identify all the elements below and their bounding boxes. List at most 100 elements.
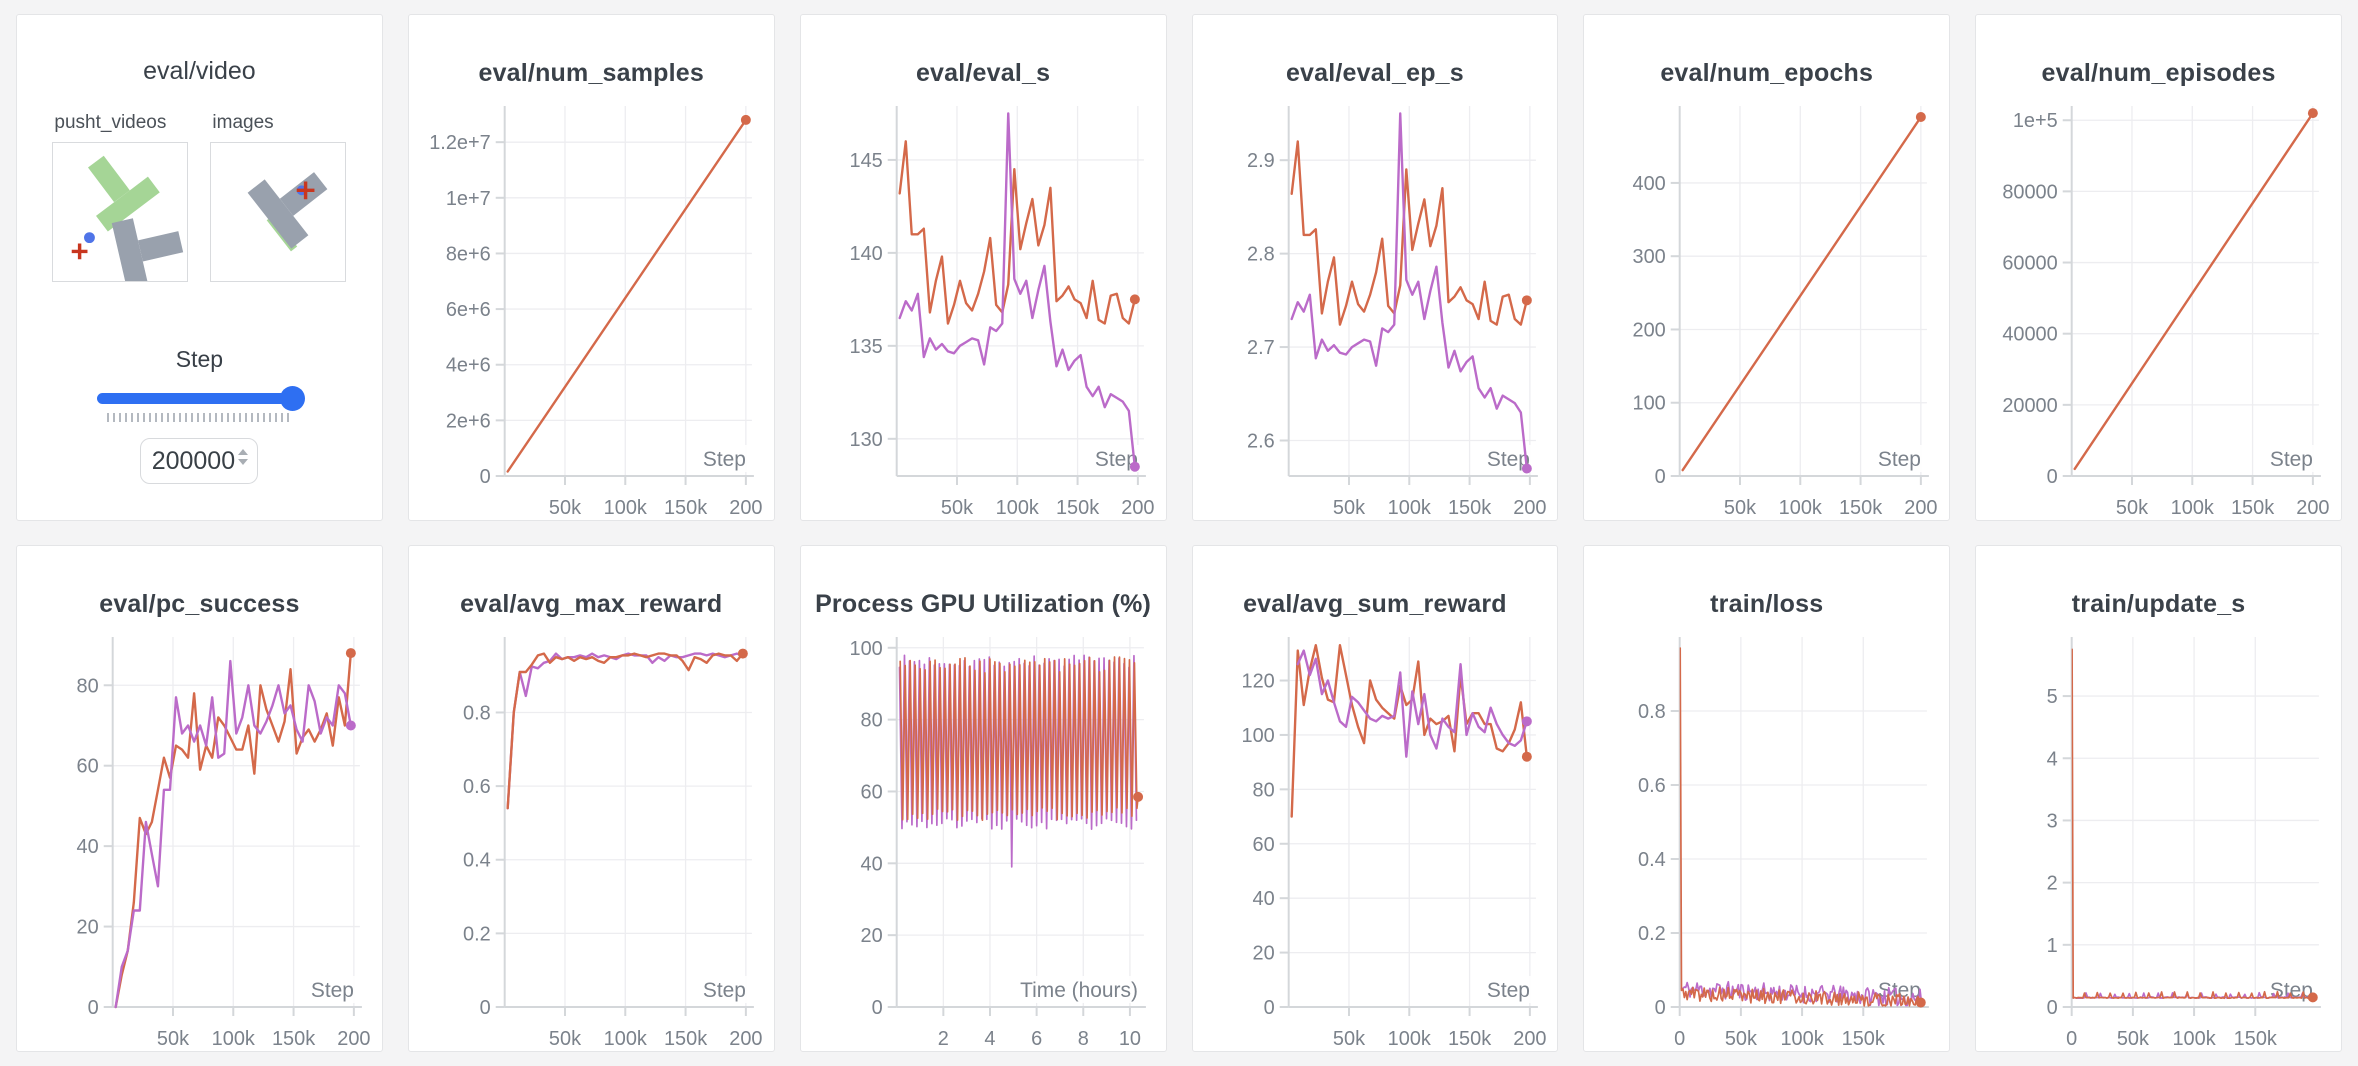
video-frame[interactable] — [52, 142, 189, 289]
svg-text:200: 200 — [1513, 1028, 1546, 1050]
svg-text:0.2: 0.2 — [463, 923, 491, 945]
svg-text:50k: 50k — [1724, 497, 1756, 519]
svg-text:150k: 150k — [664, 497, 707, 519]
step-slider[interactable] — [97, 385, 306, 411]
svg-text:3: 3 — [2047, 810, 2058, 832]
chart-plot-eval-num-episodes[interactable]: 0 20000 40000 60000 80000 1e+5 50k 100k 150k 200 S… — [1976, 92, 2341, 521]
svg-text:60: 60 — [1252, 834, 1274, 856]
media-thumb-pusht-videos[interactable]: pusht_videos — [52, 112, 189, 289]
svg-text:0.6: 0.6 — [463, 776, 491, 798]
chart-plot-process-gpu-utilization[interactable]: 0 20 40 60 80 100 2 4 6 8 10 Time (hours) — [801, 623, 1166, 1052]
stepper-up-icon[interactable] — [238, 449, 249, 455]
svg-text:130: 130 — [849, 429, 882, 451]
media-thumb-images[interactable]: images — [210, 112, 347, 282]
chart-title: eval/eval_s — [915, 59, 1051, 87]
svg-text:60000: 60000 — [2002, 253, 2057, 275]
svg-text:200: 200 — [2296, 497, 2329, 519]
svg-text:0: 0 — [2066, 1028, 2077, 1050]
svg-text:4: 4 — [984, 1028, 995, 1050]
svg-text:120: 120 — [1241, 671, 1274, 693]
svg-text:135: 135 — [849, 336, 882, 358]
panel-eval-avg-max-reward[interactable]: eval/avg_max_reward 0 0.2 0.4 0.6 0.8 50k 100k… — [407, 545, 775, 1052]
slider-track[interactable] — [97, 393, 300, 404]
svg-text:40: 40 — [860, 853, 882, 875]
panel-process-gpu-utilization[interactable]: Process GPU Utilization (%) 0 20 40 60 80 100… — [799, 545, 1167, 1052]
svg-text:50k: 50k — [2116, 497, 2148, 519]
panel-eval-num-samples[interactable]: eval/num_samples 0 2e+6 4e+6 6e+6 8e+6 1e+7 1.… — [407, 14, 775, 521]
panel-eval-avg-sum-reward[interactable]: eval/avg_sum_reward 0 20 40 60 80 100 120 50k 10… — [1191, 545, 1559, 1052]
panel-eval-num-epochs[interactable]: eval/num_epochs 0 100 200 300 400 50k 100k 150k… — [1583, 14, 1951, 521]
svg-text:400: 400 — [1633, 173, 1666, 195]
svg-text:1.2e+7: 1.2e+7 — [429, 132, 490, 154]
step-value-input[interactable]: 200000 — [140, 438, 259, 484]
panel-eval-pc-success[interactable]: eval/pc_success 0 20 40 60 80 50k 100k 150k 200 S… — [16, 545, 383, 1052]
svg-text:Step: Step — [1486, 979, 1529, 1002]
svg-text:6: 6 — [1031, 1028, 1042, 1050]
svg-text:40: 40 — [77, 836, 99, 858]
media-label: images — [212, 112, 274, 133]
chart-plot-eval-eval-ep-s[interactable]: 2.6 2.7 2.8 2.9 50k 100k 150k 200 Step — [1193, 92, 1558, 521]
svg-text:100k: 100k — [1387, 1028, 1430, 1050]
svg-text:Time (hours): Time (hours) — [1020, 979, 1138, 1002]
svg-text:140: 140 — [849, 243, 882, 265]
images-frame-art — [248, 172, 328, 252]
svg-text:150k: 150k — [664, 1028, 707, 1050]
svg-text:8: 8 — [1077, 1028, 1088, 1050]
svg-text:150k: 150k — [1056, 497, 1099, 519]
chart-title: eval/num_epochs — [1660, 59, 1874, 87]
panel-train-loss[interactable]: train/loss 0 0.2 0.4 0.6 0.8 0 50k 100k 150k Step — [1583, 545, 1951, 1052]
svg-text:200: 200 — [729, 1028, 762, 1050]
slider-ruler-ticks — [107, 413, 292, 422]
chart-title: eval/avg_sum_reward — [1243, 590, 1507, 618]
svg-text:5: 5 — [2047, 686, 2058, 708]
svg-text:0.4: 0.4 — [463, 850, 491, 872]
svg-text:80: 80 — [860, 710, 882, 732]
panel-eval-eval-s[interactable]: eval/eval_s 130 135 140 145 50k 100k 150k 200 St… — [799, 14, 1167, 521]
svg-text:2: 2 — [2047, 873, 2058, 895]
chart-plot-eval-avg-max-reward[interactable]: 0 0.2 0.4 0.6 0.8 50k 100k 150k 200 Step — [409, 623, 774, 1052]
chart-plot-eval-avg-sum-reward[interactable]: 0 20 40 60 80 100 120 50k 100k 150k 200 Step — [1193, 623, 1558, 1052]
svg-text:40: 40 — [1252, 888, 1274, 910]
svg-text:1: 1 — [2047, 935, 2058, 957]
stepper-down-icon[interactable] — [238, 459, 249, 465]
svg-text:0: 0 — [2047, 997, 2058, 1019]
svg-text:80000: 80000 — [2002, 181, 2057, 203]
svg-text:150k: 150k — [1842, 1028, 1885, 1050]
svg-text:50k: 50k — [1725, 1028, 1757, 1050]
svg-text:Step: Step — [2270, 448, 2313, 471]
chart-title: eval/avg_max_reward — [460, 590, 723, 618]
svg-text:0: 0 — [2047, 466, 2058, 488]
svg-text:100k: 100k — [2171, 497, 2214, 519]
image-frame[interactable] — [210, 142, 347, 282]
svg-text:100: 100 — [849, 638, 882, 660]
chart-plot-eval-pc-success[interactable]: 0 20 40 60 80 50k 100k 150k 200 Step — [17, 623, 382, 1052]
svg-text:0.8: 0.8 — [463, 702, 491, 724]
svg-text:100k: 100k — [604, 1028, 647, 1050]
svg-text:4e+6: 4e+6 — [446, 355, 491, 377]
svg-text:50k: 50k — [549, 1028, 581, 1050]
panel-eval-eval-ep-s[interactable]: eval/eval_ep_s 2.6 2.7 2.8 2.9 50k 100k 150k 20… — [1191, 14, 1559, 521]
slider-thumb[interactable] — [280, 386, 306, 411]
panel-eval-video[interactable]: eval/video pusht_videos — [16, 14, 383, 521]
chart-plot-eval-num-epochs[interactable]: 0 100 200 300 400 50k 100k 150k 200 Step — [1584, 92, 1949, 521]
chart-plot-eval-eval-s[interactable]: 130 135 140 145 50k 100k 150k 200 Step — [801, 92, 1166, 521]
goal-cross — [72, 243, 88, 260]
svg-text:200: 200 — [1513, 497, 1546, 519]
svg-text:0: 0 — [479, 466, 490, 488]
chart-plot-eval-num-samples[interactable]: 0 2e+6 4e+6 6e+6 8e+6 1e+7 1.2e+7 50k 100k 150k 20… — [409, 92, 774, 521]
svg-text:Step: Step — [1878, 448, 1921, 471]
step-value: 200000 — [151, 446, 236, 475]
svg-text:80: 80 — [1252, 779, 1274, 801]
svg-text:200: 200 — [1121, 497, 1154, 519]
panel-train-update-s[interactable]: train/update_s 0 1 2 3 4 5 0 50k 100k 150k Step — [1975, 545, 2342, 1052]
chart-title: eval/num_episodes — [2041, 59, 2276, 87]
svg-text:150k: 150k — [272, 1028, 315, 1050]
svg-text:20: 20 — [77, 917, 99, 939]
panel-eval-num-episodes[interactable]: eval/num_episodes 0 20000 40000 60000 80000 1… — [1975, 14, 2342, 521]
svg-text:50k: 50k — [2117, 1028, 2149, 1050]
svg-text:20: 20 — [860, 925, 882, 947]
svg-text:150k: 150k — [1447, 497, 1490, 519]
svg-text:Step: Step — [1486, 448, 1529, 471]
